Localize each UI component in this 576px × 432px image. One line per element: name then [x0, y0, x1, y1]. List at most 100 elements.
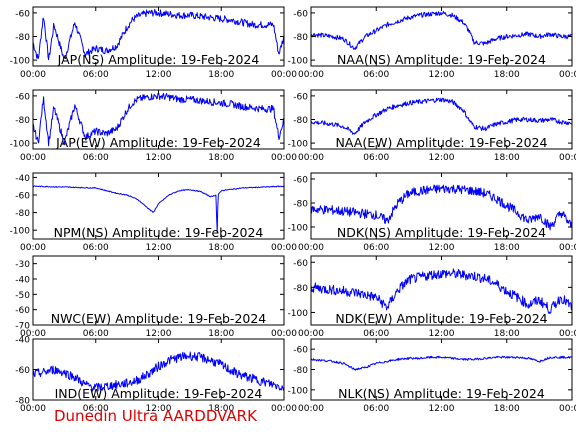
x-tick-label: 18:00 [494, 153, 520, 163]
y-tick-label: -100 [288, 224, 309, 234]
y-tick-label: -80 [15, 33, 30, 43]
x-tick-label: 06:00 [83, 243, 109, 253]
x-tick-label: 12:00 [146, 153, 172, 163]
x-tick-label: 12:00 [429, 153, 455, 163]
x-tick-label: 00:00 [20, 243, 46, 253]
y-tick-label: -100 [288, 386, 309, 396]
x-tick-label: 18:00 [494, 329, 520, 339]
y-tick-label: -100 [288, 309, 309, 319]
series-line [310, 97, 573, 135]
x-tick-label: 00:00 [271, 329, 297, 339]
x-tick-label: 00:00 [271, 404, 297, 414]
y-tick-label: -60 [293, 9, 308, 19]
y-tick-label: -60 [293, 259, 308, 269]
y-tick-label: -80 [15, 397, 30, 407]
y-tick-label: -60 [15, 192, 30, 202]
x-tick-label: 06:00 [83, 329, 109, 339]
y-tick-label: -80 [293, 366, 308, 376]
x-tick-label: 00:00 [298, 329, 324, 339]
x-tick-label: 00:00 [20, 70, 46, 80]
x-tick-label: 12:00 [146, 243, 172, 253]
chart-title: IND(EW) Amplitude: 19-Feb-2024 [55, 386, 263, 401]
y-tick-label: -60 [293, 92, 308, 102]
x-tick-label: 12:00 [146, 329, 172, 339]
x-tick-label: 12:00 [429, 70, 455, 80]
x-tick-label: 12:00 [146, 70, 172, 80]
series-line [310, 268, 573, 314]
x-tick-label: 18:00 [494, 70, 520, 80]
y-tick-label: -80 [293, 200, 308, 210]
x-tick-label: 18:00 [208, 243, 234, 253]
chart-panel: 00:00 06:00 12:00 18:00 00:00-80-60-40IND(EW… [15, 336, 297, 415]
x-tick-label: 00:00 [298, 243, 324, 253]
chart-title: NPM(NS) Amplitude: 19-Feb-2024 [54, 225, 264, 240]
x-tick-label: 00:00 [559, 70, 576, 80]
series-line [32, 185, 285, 233]
x-tick-label: 00:00 [298, 153, 324, 163]
y-tick-label: -60 [15, 9, 30, 19]
chart-title: NDK(EW) Amplitude: 19-Feb-2024 [335, 311, 547, 326]
y-tick-label: -60 [15, 366, 30, 376]
chart-panel: 00:00 06:00 12:00 18:00 00:00-70-60-50-40-30… [15, 255, 297, 339]
y-tick-label: -70 [15, 322, 30, 332]
y-tick-label: -60 [15, 306, 30, 316]
chart-title: NDK(NS) Amplitude: 19-Feb-2024 [337, 225, 546, 240]
chart-panel: 00:00 06:00 12:00 18:00 00:00 -100 -80 -60 NDK(E… [288, 255, 576, 339]
y-tick-label: -40 [15, 276, 30, 286]
x-tick-label: 00:00 [559, 153, 576, 163]
x-tick-label: 00:00 [559, 243, 576, 253]
y-tick-label: -60 [15, 92, 30, 102]
footer-label: Dunedin Ultra AARDDVARK [54, 407, 257, 425]
x-tick-label: 18:00 [208, 70, 234, 80]
x-tick-label: 18:00 [208, 404, 234, 414]
x-tick-label: 00:00 [298, 404, 324, 414]
y-tick-label: -30 [15, 260, 30, 270]
x-tick-label: 12:00 [429, 243, 455, 253]
chart-panel: 00:00 06:00 12:00 18:00 00:00 -100 -80 -60 JAP(N… [10, 6, 297, 80]
chart-panel: 00:00 06:00 12:00 18:00 00:00 -100 -80 -60 -40 NP… [10, 172, 297, 253]
y-tick-label: -40 [15, 174, 30, 184]
x-tick-label: 00:00 [559, 329, 576, 339]
y-tick-label: -100 [288, 57, 309, 67]
chart-title: NWC(EW) Amplitude: 19-Feb-2024 [51, 311, 267, 326]
x-tick-label: 00:00 [271, 70, 297, 80]
x-tick-label: 06:00 [83, 404, 109, 414]
chart-panel: 00:00 06:00 12:00 18:00 00:00 -100 -80 -60 JAP(E… [10, 89, 297, 163]
chart-title: NAA(EW) Amplitude: 19-Feb-2024 [336, 135, 548, 150]
x-tick-label: 12:00 [429, 329, 455, 339]
series-line [310, 10, 573, 50]
y-tick-label: -40 [15, 336, 30, 346]
x-tick-label: 12:00 [429, 404, 455, 414]
x-tick-label: 06:00 [83, 153, 109, 163]
y-tick-label: -50 [15, 291, 30, 301]
chart-panel: 00:00 06:00 12:00 18:00 00:00 -100 -80 -60 NDK(N… [288, 172, 576, 253]
chart-panel: 00:00 06:00 12:00 18:00 00:00 -100 -80 -60 NAA(E… [288, 89, 576, 163]
x-tick-label: 06:00 [363, 404, 389, 414]
y-tick-label: -100 [10, 57, 31, 67]
x-tick-label: 06:00 [363, 329, 389, 339]
series-line [310, 355, 573, 371]
y-tick-label: -100 [10, 227, 31, 237]
chart-title: JAP(NS) Amplitude: 19-Feb-2024 [57, 52, 260, 67]
x-tick-label: 00:00 [559, 404, 576, 414]
x-tick-label: 06:00 [363, 243, 389, 253]
x-tick-label: 18:00 [208, 329, 234, 339]
y-tick-label: -80 [293, 116, 308, 126]
series-line [32, 351, 285, 392]
x-tick-label: 00:00 [20, 404, 46, 414]
series-line [32, 8, 285, 61]
chart-panel: 00:00 06:00 12:00 18:00 00:00 -100 -80 -60 NLK(N… [288, 338, 576, 414]
x-tick-label: 00:00 [20, 153, 46, 163]
x-tick-label: 06:00 [363, 153, 389, 163]
y-tick-label: -100 [10, 140, 31, 150]
y-tick-label: -60 [293, 346, 308, 356]
x-tick-label: 18:00 [494, 404, 520, 414]
x-tick-label: 18:00 [208, 153, 234, 163]
x-tick-label: 00:00 [271, 243, 297, 253]
chart-title: JAP(EW) Amplitude: 19-Feb-2024 [55, 135, 261, 150]
y-tick-label: -100 [288, 140, 309, 150]
y-tick-label: -80 [293, 284, 308, 294]
x-tick-label: 18:00 [494, 243, 520, 253]
x-tick-label: 06:00 [83, 70, 109, 80]
